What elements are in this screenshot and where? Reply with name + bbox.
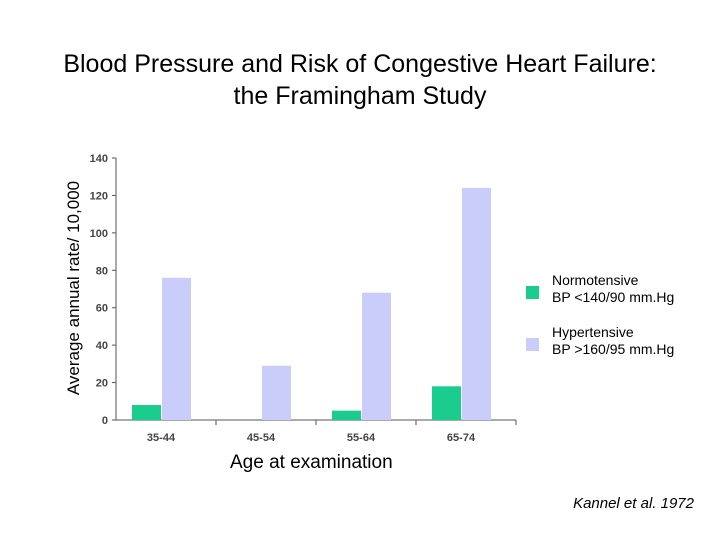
legend: Normotensive BP <140/90 mm.Hg Hypertensi… [526,272,716,376]
y-tick-label-40: 40 [96,340,108,352]
bar-hypertensive-35-44 [162,277,191,420]
legend-label-normotensive-line-2: BP <140/90 mm.Hg [552,289,675,305]
legend-swatch-normotensive [526,286,539,299]
y-tick-label-140: 140 [90,153,108,165]
legend-item-hypertensive: Hypertensive BP >160/95 mm.Hg [526,324,716,372]
bar-normotensive-65-74 [432,386,461,420]
bar-normotensive-35-44 [132,405,161,420]
y-tick-label-60: 60 [96,303,108,315]
bar-hypertensive-55-64 [362,292,391,420]
legend-label-hypertensive: Hypertensive BP >160/95 mm.Hg [552,324,674,358]
source-citation: Kannel et al. 1972 [573,495,694,512]
x-tick-label-55-64: 55-64 [347,432,376,444]
y-tick-label-120: 120 [90,190,108,202]
bar-hypertensive-45-54 [262,365,291,420]
x-tick-label-35-44: 35-44 [147,432,176,444]
y-tick-label-100: 100 [90,228,108,240]
legend-label-normotensive: Normotensive BP <140/90 mm.Hg [552,272,674,306]
legend-swatch-hypertensive [526,338,539,351]
y-tick-label-0: 0 [102,415,108,427]
x-tick-label-65-74: 65-74 [447,432,476,444]
chart-title-line-1: Blood Pressure and Risk of Congestive He… [63,50,657,78]
chart-title-line-2: the Framingham Study [233,82,487,110]
x-tick-label-45-54: 45-54 [247,432,276,444]
chart-title: Blood Pressure and Risk of Congestive He… [0,48,720,112]
bar-normotensive-55-64 [332,410,361,420]
legend-label-hypertensive-line-1: Hypertensive [552,324,634,340]
x-axis-label: Age at examination [230,452,393,473]
y-tick-label-80: 80 [96,265,108,277]
y-tick-label-20: 20 [96,378,108,390]
legend-label-hypertensive-line-2: BP >160/95 mm.Hg [552,341,675,357]
legend-label-normotensive-line-1: Normotensive [552,272,639,288]
legend-item-normotensive: Normotensive BP <140/90 mm.Hg [526,272,716,320]
bar-hypertensive-65-74 [462,187,491,420]
